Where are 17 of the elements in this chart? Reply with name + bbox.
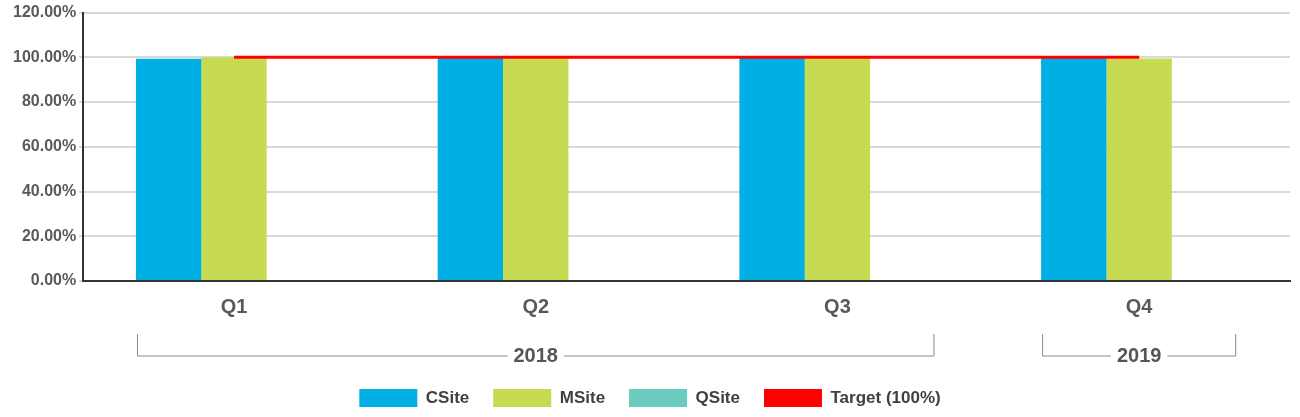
legend-label: CSite — [425, 387, 470, 407]
legend-label: MSite — [559, 387, 606, 407]
y-tick-label: 80.00% — [21, 92, 77, 110]
x-tick-label: Q3 — [824, 294, 851, 317]
y-tick-label: 40.00% — [21, 181, 77, 199]
y-tick-label: 20.00% — [21, 226, 77, 244]
legend-label: Target (100%) — [830, 387, 941, 407]
legend-label: QSite — [695, 387, 740, 407]
x-tick-label: Q2 — [522, 294, 550, 317]
y-tick-label: 120.00% — [12, 3, 77, 21]
y-tick-label: 0.00% — [30, 271, 77, 289]
x-tick-label: Q1 — [220, 294, 248, 317]
y-tick-label: 100.00% — [12, 47, 77, 65]
x-tick-label: Q4 — [1125, 294, 1154, 317]
text: 2019 — [1116, 343, 1162, 366]
y-tick-label: 60.00% — [21, 137, 77, 155]
text: 2018 — [513, 343, 558, 366]
